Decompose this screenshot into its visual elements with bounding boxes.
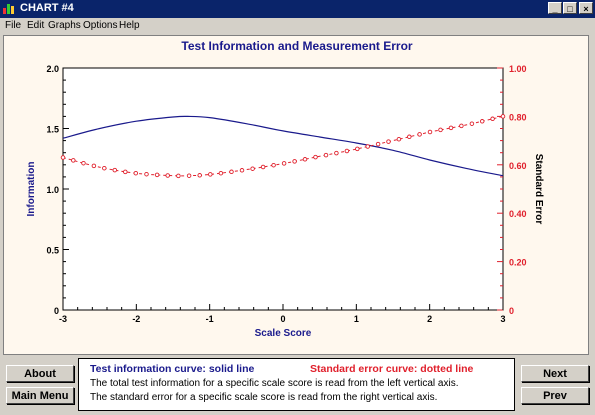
- right-axis-tick-label: 0.40: [509, 209, 527, 219]
- standard-error-point: [292, 159, 297, 164]
- main-menu-button[interactable]: Main Menu: [6, 387, 74, 404]
- standard-error-point: [323, 152, 329, 158]
- about-button[interactable]: About: [6, 365, 74, 382]
- standard-error-point: [197, 173, 202, 178]
- chart: Test Information and Measurement Error 0…: [26, 39, 544, 339]
- standard-error-point: [448, 125, 454, 131]
- chart-app-icon: [3, 2, 16, 15]
- x-axis-tick-label: -2: [132, 314, 140, 324]
- chart-panel: Test Information and Measurement Error 0…: [3, 35, 589, 355]
- standard-error-point: [438, 127, 443, 133]
- standard-error-point: [260, 164, 266, 170]
- right-axis-tick-label: 0: [509, 306, 514, 316]
- error-curve-legend: Standard error curve: dotted line: [310, 363, 474, 375]
- standard-error-point: [250, 166, 255, 171]
- left-axis-tick-label: 1.0: [46, 185, 59, 195]
- menu-options[interactable]: Options: [83, 20, 118, 31]
- left-axis-tick-label: 1.5: [46, 125, 59, 135]
- error-axis-note: The standard error for a specific scale …: [90, 392, 438, 403]
- standard-error-point: [500, 114, 506, 119]
- window-title: CHART #4: [20, 2, 74, 14]
- menu-edit[interactable]: Edit: [27, 20, 45, 31]
- x-axis-tick-label: -1: [206, 314, 214, 324]
- standard-error-point: [417, 132, 422, 137]
- info-axis-note: The total test information for a specifi…: [90, 378, 459, 389]
- standard-error-point: [313, 154, 318, 160]
- information-curve: [62, 115, 504, 177]
- y-axis-label: Information: [26, 162, 37, 217]
- standard-error-point: [165, 173, 170, 178]
- menu-bar: File Edit Graphs Options Help: [0, 18, 595, 34]
- plot-area: [62, 67, 504, 311]
- standard-error-point: [81, 160, 86, 166]
- chart-title: Test Information and Measurement Error: [181, 39, 412, 53]
- standard-error-point: [302, 157, 308, 162]
- standard-error-point: [208, 172, 213, 177]
- standard-error-point: [479, 119, 485, 124]
- next-button[interactable]: Next: [521, 365, 589, 382]
- standard-error-point: [91, 163, 97, 169]
- standard-error-point: [186, 173, 192, 178]
- standard-error-point: [60, 155, 66, 160]
- right-axis-tick-label: 0.20: [509, 258, 527, 268]
- standard-error-point: [144, 171, 149, 177]
- left-axis-tick-label: 0: [54, 306, 59, 316]
- standard-error-point: [71, 158, 76, 163]
- standard-error-point: [229, 169, 234, 175]
- standard-error-point: [355, 146, 360, 152]
- standard-error-point: [112, 167, 118, 173]
- info-curve-legend: Test information curve: solid line: [90, 363, 255, 375]
- standard-error-point: [102, 165, 107, 171]
- standard-error-point: [407, 134, 412, 140]
- standard-error-point: [123, 169, 128, 175]
- x-axis-tick-label: 1: [354, 314, 359, 324]
- prev-button[interactable]: Prev: [521, 387, 589, 404]
- standard-error-point: [239, 168, 245, 173]
- standard-error-point: [133, 170, 139, 176]
- x-axis-label: Scale Score: [255, 328, 312, 339]
- left-axis-tick-label: 0.5: [46, 246, 59, 256]
- standard-error-point: [154, 172, 160, 178]
- left-axis-tick-label: 2.0: [46, 64, 59, 74]
- right-axis-tick-label: 0.80: [509, 112, 527, 122]
- standard-error-point: [176, 173, 181, 179]
- right-axis-tick-label: 0.60: [509, 161, 527, 171]
- menu-help[interactable]: Help: [119, 20, 140, 31]
- legend-info-box: Test information curve: solid line Stand…: [78, 358, 515, 411]
- standard-error-point: [427, 129, 433, 135]
- standard-error-point: [375, 141, 381, 147]
- standard-error-point: [365, 144, 370, 149]
- x-axis-tick-label: -3: [59, 314, 67, 324]
- close-button[interactable]: ×: [579, 2, 593, 14]
- x-axis-tick-label: 3: [500, 314, 505, 324]
- standard-error-point: [459, 123, 464, 129]
- standard-error-point: [271, 162, 276, 168]
- menu-file[interactable]: File: [5, 20, 22, 31]
- standard-error-point: [281, 161, 287, 166]
- standard-error-point: [334, 150, 339, 156]
- x-axis-tick-label: 2: [427, 314, 432, 324]
- standard-error-point: [386, 139, 391, 144]
- x-axis-tick-label: 0: [280, 314, 285, 324]
- standard-error-point: [344, 148, 350, 154]
- standard-error-point: [469, 121, 475, 126]
- menu-graphs[interactable]: Graphs: [48, 20, 81, 31]
- y2-axis-label: Standard Error: [533, 154, 544, 225]
- right-axis-tick-label: 1.00: [509, 64, 527, 74]
- minimize-button[interactable]: _: [548, 2, 562, 14]
- standard-error-point: [218, 170, 224, 176]
- standard-error-point: [490, 116, 495, 122]
- standard-error-point: [396, 136, 402, 142]
- title-bar[interactable]: CHART #4 _ □ ×: [0, 0, 595, 18]
- maximize-button[interactable]: □: [563, 2, 577, 14]
